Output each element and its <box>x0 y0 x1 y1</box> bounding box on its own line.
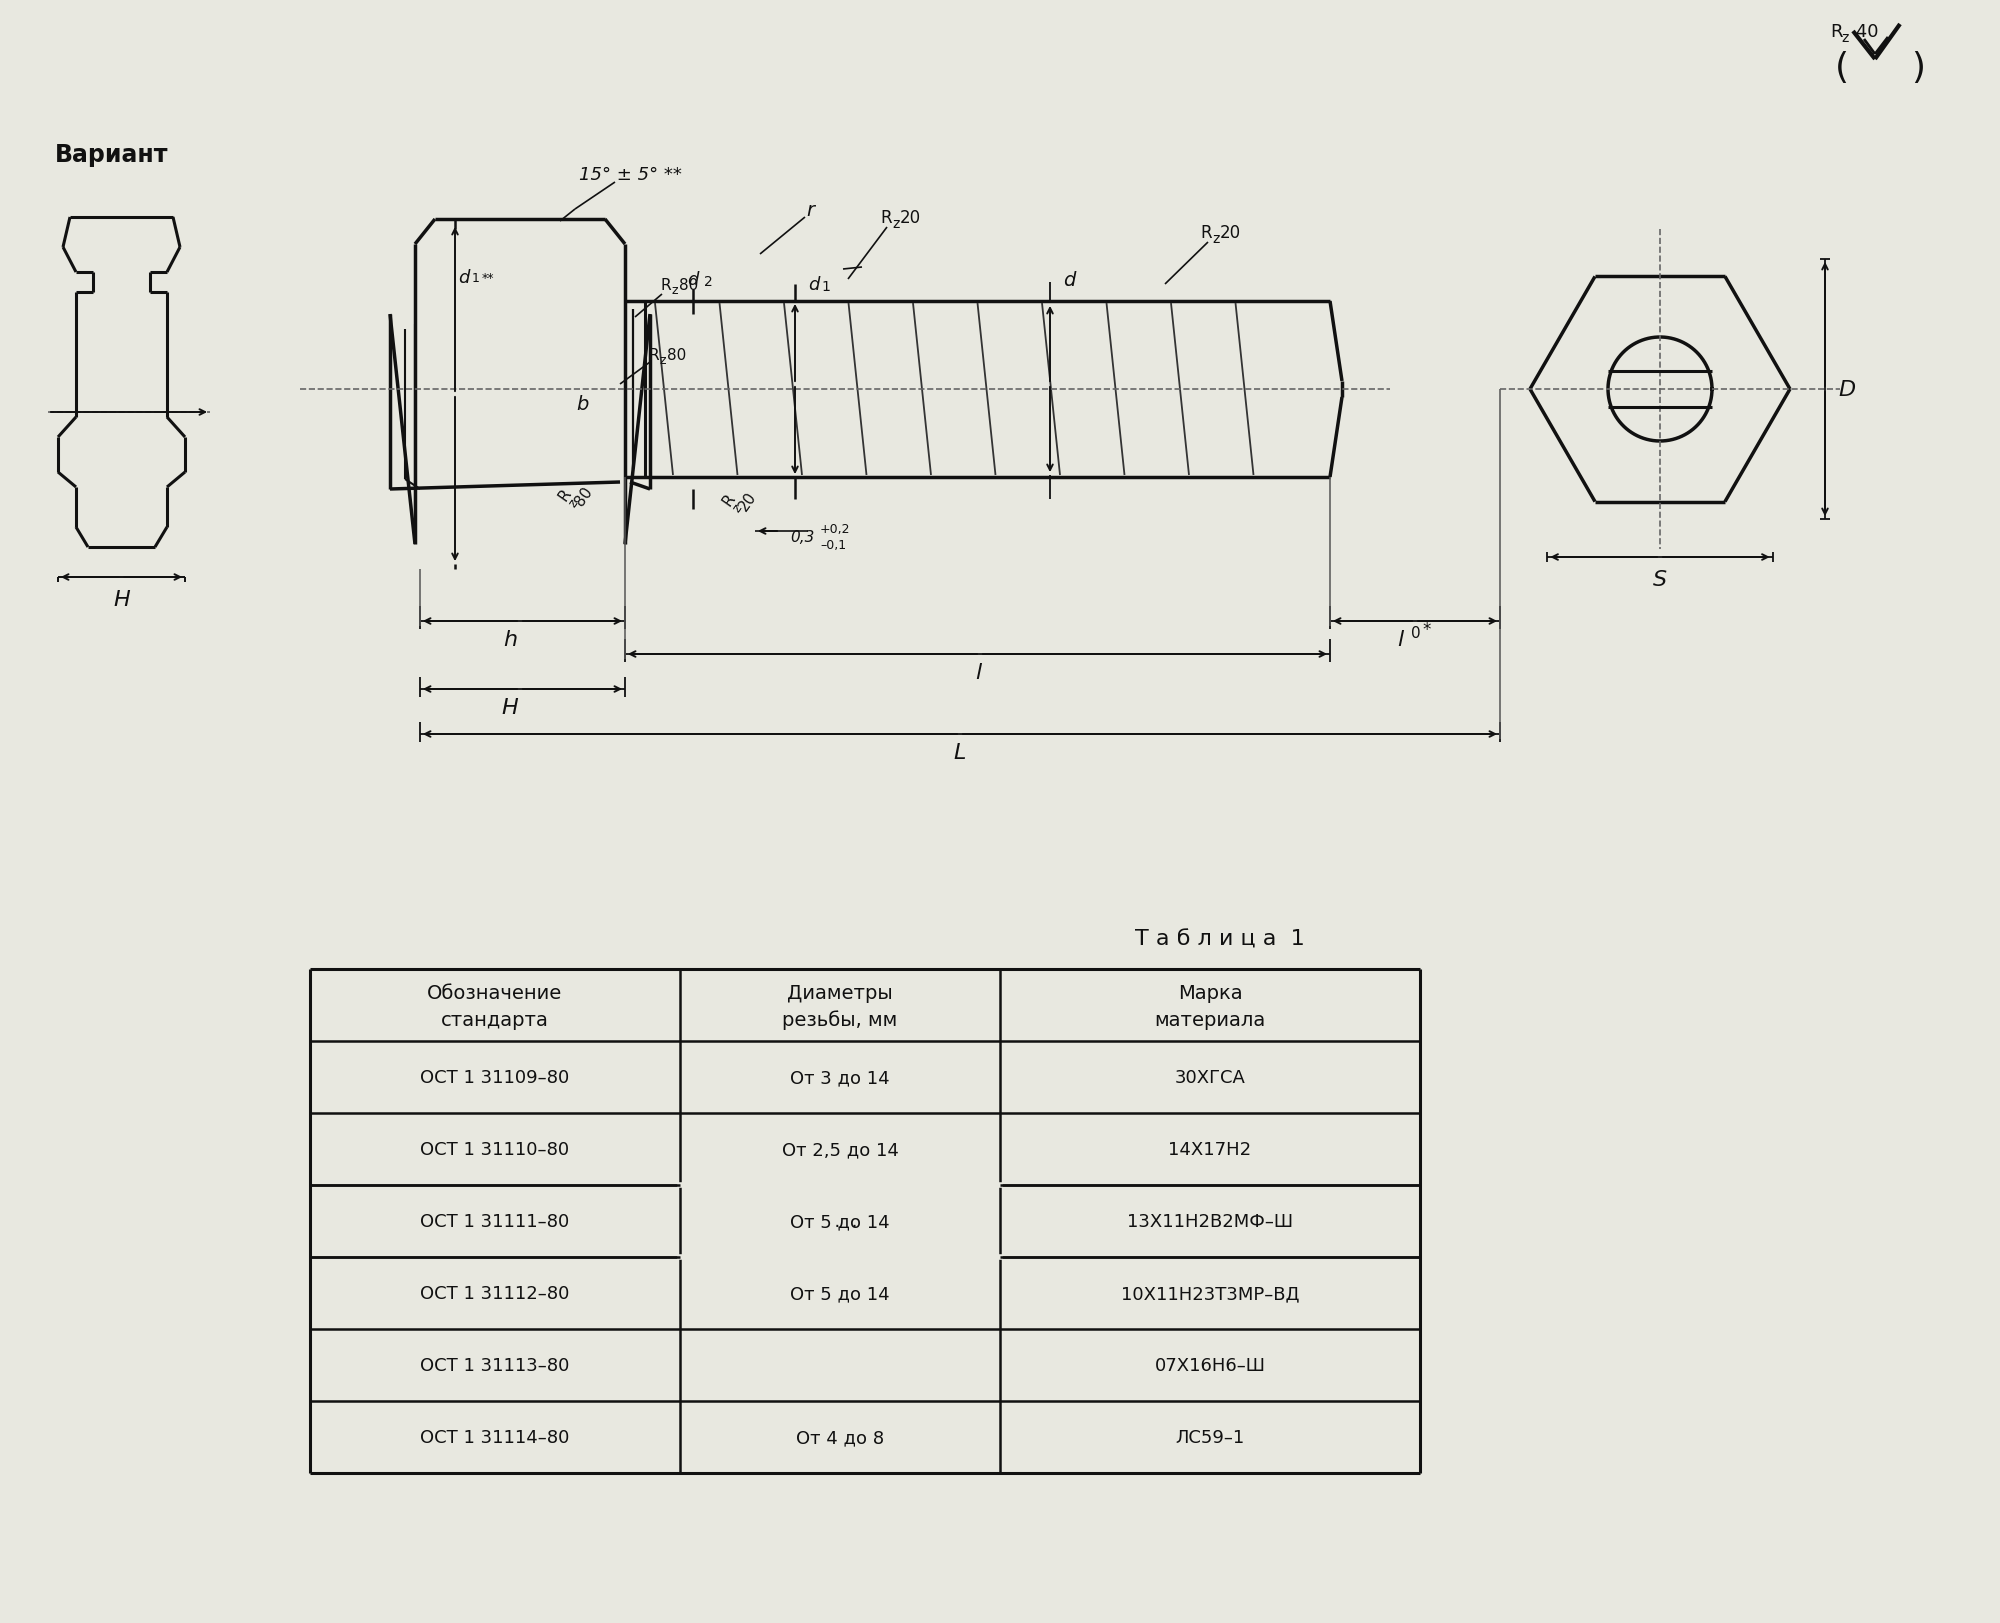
Text: h: h <box>502 630 518 649</box>
Text: От 5 до 14: От 5 до 14 <box>790 1212 890 1230</box>
Text: 1: 1 <box>472 271 480 284</box>
Text: ОСТ 1 31114–80: ОСТ 1 31114–80 <box>420 1428 570 1446</box>
Text: (: ( <box>1834 50 1850 84</box>
Text: R: R <box>648 347 658 362</box>
Text: 80: 80 <box>680 278 698 292</box>
Text: R: R <box>1830 23 1842 41</box>
Text: d: d <box>808 276 820 294</box>
Text: z: z <box>730 502 744 514</box>
Text: z: z <box>1212 232 1220 245</box>
Text: H: H <box>502 698 518 717</box>
Text: 80: 80 <box>572 485 596 510</box>
Text: R: R <box>1200 224 1212 242</box>
Text: От 2,5 до 14: От 2,5 до 14 <box>782 1141 898 1159</box>
Text: 40: 40 <box>1850 23 1878 41</box>
Text: .  .: . . <box>822 1212 858 1230</box>
Text: S: S <box>1652 570 1668 589</box>
Text: d: d <box>458 269 470 287</box>
Text: ОСТ 1 31109–80: ОСТ 1 31109–80 <box>420 1068 570 1086</box>
Text: резьбы, мм: резьбы, мм <box>782 1010 898 1029</box>
Text: 14Х17Н2: 14Х17Н2 <box>1168 1141 1252 1159</box>
Text: . .: . . <box>832 1212 848 1230</box>
Text: +0,2: +0,2 <box>820 523 850 536</box>
Text: D: D <box>1838 380 1856 399</box>
Text: z: z <box>892 217 900 230</box>
Text: 20: 20 <box>1220 224 1242 242</box>
Text: От 3 до 14: От 3 до 14 <box>790 1068 890 1086</box>
Text: r: r <box>806 200 814 219</box>
Text: z: z <box>660 354 666 367</box>
Text: –0,1: –0,1 <box>820 539 846 552</box>
Text: Т а б л и ц а  1: Т а б л и ц а 1 <box>1136 930 1304 949</box>
Text: 2: 2 <box>704 274 712 289</box>
Text: l: l <box>974 662 982 683</box>
Text: ЛС59–1: ЛС59–1 <box>1176 1428 1244 1446</box>
Text: R: R <box>660 278 670 292</box>
Text: d: d <box>1064 271 1076 289</box>
Text: ОСТ 1 31110–80: ОСТ 1 31110–80 <box>420 1141 570 1159</box>
Text: d: d <box>688 271 698 289</box>
Text: H: H <box>114 589 130 610</box>
Text: ): ) <box>1912 50 1924 84</box>
Text: 30ХГСА: 30ХГСА <box>1174 1068 1246 1086</box>
Text: 10Х11Н23Т3МР–ВД: 10Х11Н23Т3МР–ВД <box>1120 1284 1300 1302</box>
Text: **: ** <box>482 271 494 284</box>
Text: 20: 20 <box>736 490 760 514</box>
Text: материала: материала <box>1154 1010 1266 1029</box>
Text: R: R <box>720 492 738 508</box>
Text: 13Х11Н2В2МФ–Ш: 13Х11Н2В2МФ–Ш <box>1126 1212 1294 1230</box>
Text: ОСТ 1 31111–80: ОСТ 1 31111–80 <box>420 1212 570 1230</box>
Text: ОСТ 1 31112–80: ОСТ 1 31112–80 <box>420 1284 570 1302</box>
Text: 1: 1 <box>822 279 830 294</box>
Text: z: z <box>1840 31 1848 45</box>
Text: R: R <box>880 209 892 227</box>
Text: Вариант: Вариант <box>56 143 168 167</box>
Text: Обозначение: Обозначение <box>428 984 562 1003</box>
Text: R: R <box>556 485 574 503</box>
Text: Марка: Марка <box>1178 984 1242 1003</box>
Text: 80: 80 <box>668 347 686 362</box>
Text: стандарта: стандарта <box>442 1010 548 1029</box>
Text: 20: 20 <box>900 209 922 227</box>
Text: *: * <box>1422 620 1432 638</box>
Text: От 5 до 14: От 5 до 14 <box>790 1284 890 1302</box>
Text: 07Х16Н6–Ш: 07Х16Н6–Ш <box>1154 1357 1266 1375</box>
Text: l: l <box>1396 630 1404 649</box>
Text: 15° ± 5° **: 15° ± 5° ** <box>578 166 682 183</box>
Text: z: z <box>672 284 678 297</box>
Text: Диаметры: Диаметры <box>788 984 892 1003</box>
Text: 0,3: 0,3 <box>790 529 816 544</box>
Text: z: z <box>566 497 580 510</box>
Text: ОСТ 1 31113–80: ОСТ 1 31113–80 <box>420 1357 570 1375</box>
Text: От 4 до 8: От 4 до 8 <box>796 1428 884 1446</box>
Text: L: L <box>954 743 966 763</box>
Text: 0: 0 <box>1412 626 1420 641</box>
Text: b: b <box>576 396 588 414</box>
